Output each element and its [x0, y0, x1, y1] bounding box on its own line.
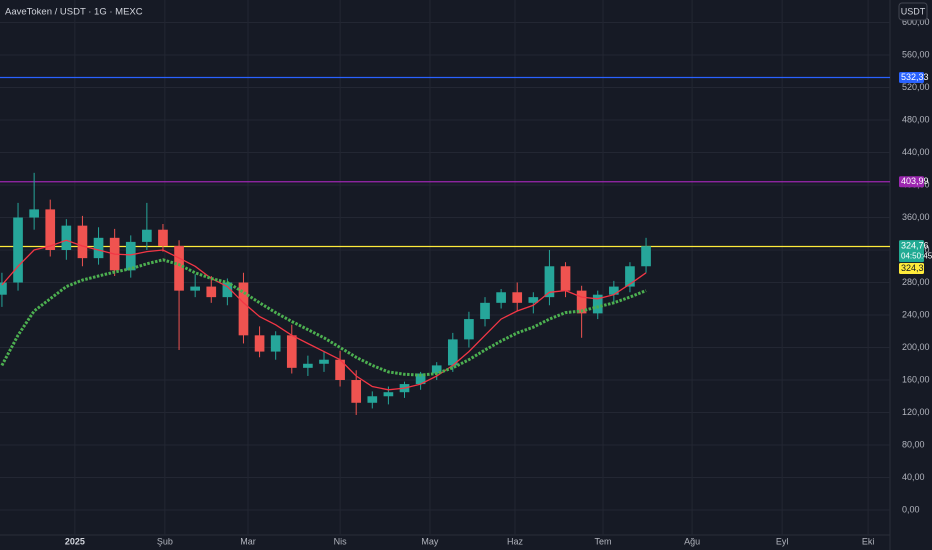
- level-price-label: 403,99: [901, 176, 929, 186]
- y-tick-label: 160,00: [902, 374, 930, 384]
- candle-body: [125, 241, 136, 271]
- axes: 0,00 40,00 80,00 120,00 160,00 200,00 240,00 28…: [65, 17, 932, 546]
- candle-body: [319, 359, 329, 364]
- x-tick-label: Eki: [862, 536, 875, 546]
- candle-body: [238, 282, 249, 336]
- candle-body: [351, 380, 362, 403]
- candle-body: [270, 335, 281, 352]
- y-tick-label: 120,00: [902, 407, 930, 417]
- chart-title: AaveToken / USDT · 1G · MEXC: [5, 7, 143, 18]
- candle-body: [158, 229, 168, 246]
- candle-body: [45, 209, 56, 251]
- candle-body: [93, 237, 104, 259]
- candle-body: [303, 363, 313, 368]
- x-tick-label: May: [421, 536, 439, 546]
- candle-body: [528, 297, 539, 303]
- candle-body: [609, 286, 619, 295]
- candle-body: [206, 286, 217, 298]
- grid: [0, 0, 890, 535]
- candle-body: [560, 266, 571, 291]
- candle-body: [496, 292, 506, 303]
- candle-body: [222, 282, 233, 298]
- candle-body: [190, 286, 200, 291]
- candle-body: [512, 292, 523, 303]
- plot: [0, 76, 890, 415]
- level-price-label: 324,31: [901, 263, 929, 273]
- candle-body: [447, 339, 458, 366]
- countdown-label: 04:50:45: [901, 251, 932, 260]
- x-tick-label: 2025: [65, 536, 85, 546]
- x-tick-label: Nis: [334, 536, 347, 546]
- moving-average: [0, 258, 647, 377]
- candle-body: [641, 246, 651, 267]
- x-tick-label: Tem: [595, 536, 612, 546]
- candle-body: [286, 335, 297, 368]
- candle-body: [61, 225, 72, 251]
- moving-average: [1, 239, 647, 391]
- candle-body: [335, 359, 345, 381]
- candle-body: [592, 294, 603, 314]
- level-price-tag: [899, 176, 924, 188]
- currency-button[interactable]: [898, 2, 928, 21]
- y-tick-label: 280,00: [902, 277, 930, 287]
- candle-body: [0, 282, 7, 295]
- candle-body: [367, 396, 378, 403]
- y-tick-label: 560,00: [902, 49, 930, 59]
- last-price-label: 324,76: [901, 241, 929, 251]
- x-tick-label: Eyl: [776, 536, 789, 546]
- candle-body: [142, 229, 152, 242]
- candle-body: [383, 392, 394, 397]
- y-tick-label: 360,00: [902, 212, 930, 222]
- y-tick-label: 0,00: [902, 504, 920, 514]
- candle-body: [480, 302, 490, 320]
- y-tick-label: 600,00: [902, 17, 930, 27]
- y-tick-label: 480,00: [902, 114, 930, 124]
- x-tick-label: Mar: [240, 536, 256, 546]
- candle-body: [431, 365, 442, 374]
- candle-body: [544, 266, 555, 298]
- candle-body: [77, 225, 88, 259]
- y-tick-label: 40,00: [902, 472, 925, 482]
- candle-body: [29, 209, 39, 218]
- candle-body: [174, 245, 184, 291]
- y-tick-label: 240,00: [902, 309, 930, 319]
- y-tick-label: 520,00: [902, 82, 930, 92]
- candle-body: [464, 319, 474, 340]
- y-tick-label: 80,00: [902, 439, 925, 449]
- candle-body: [13, 217, 23, 283]
- candle-body: [415, 373, 426, 385]
- currency-button-label[interactable]: USDT: [901, 6, 926, 16]
- level-price-tag: [899, 71, 924, 83]
- y-tick-label: 200,00: [902, 342, 930, 352]
- x-tick-label: Haz: [507, 536, 524, 546]
- candle-body: [625, 266, 635, 287]
- y-tick-label: 440,00: [902, 147, 930, 157]
- x-tick-label: Şub: [157, 536, 173, 546]
- level-price-label: 532,33: [901, 72, 929, 82]
- candle-body: [576, 290, 587, 314]
- candle-body: [254, 335, 265, 352]
- level-price-tag: [899, 263, 924, 275]
- last-price-tag: [899, 240, 924, 263]
- x-tick-label: Ağu: [684, 536, 700, 546]
